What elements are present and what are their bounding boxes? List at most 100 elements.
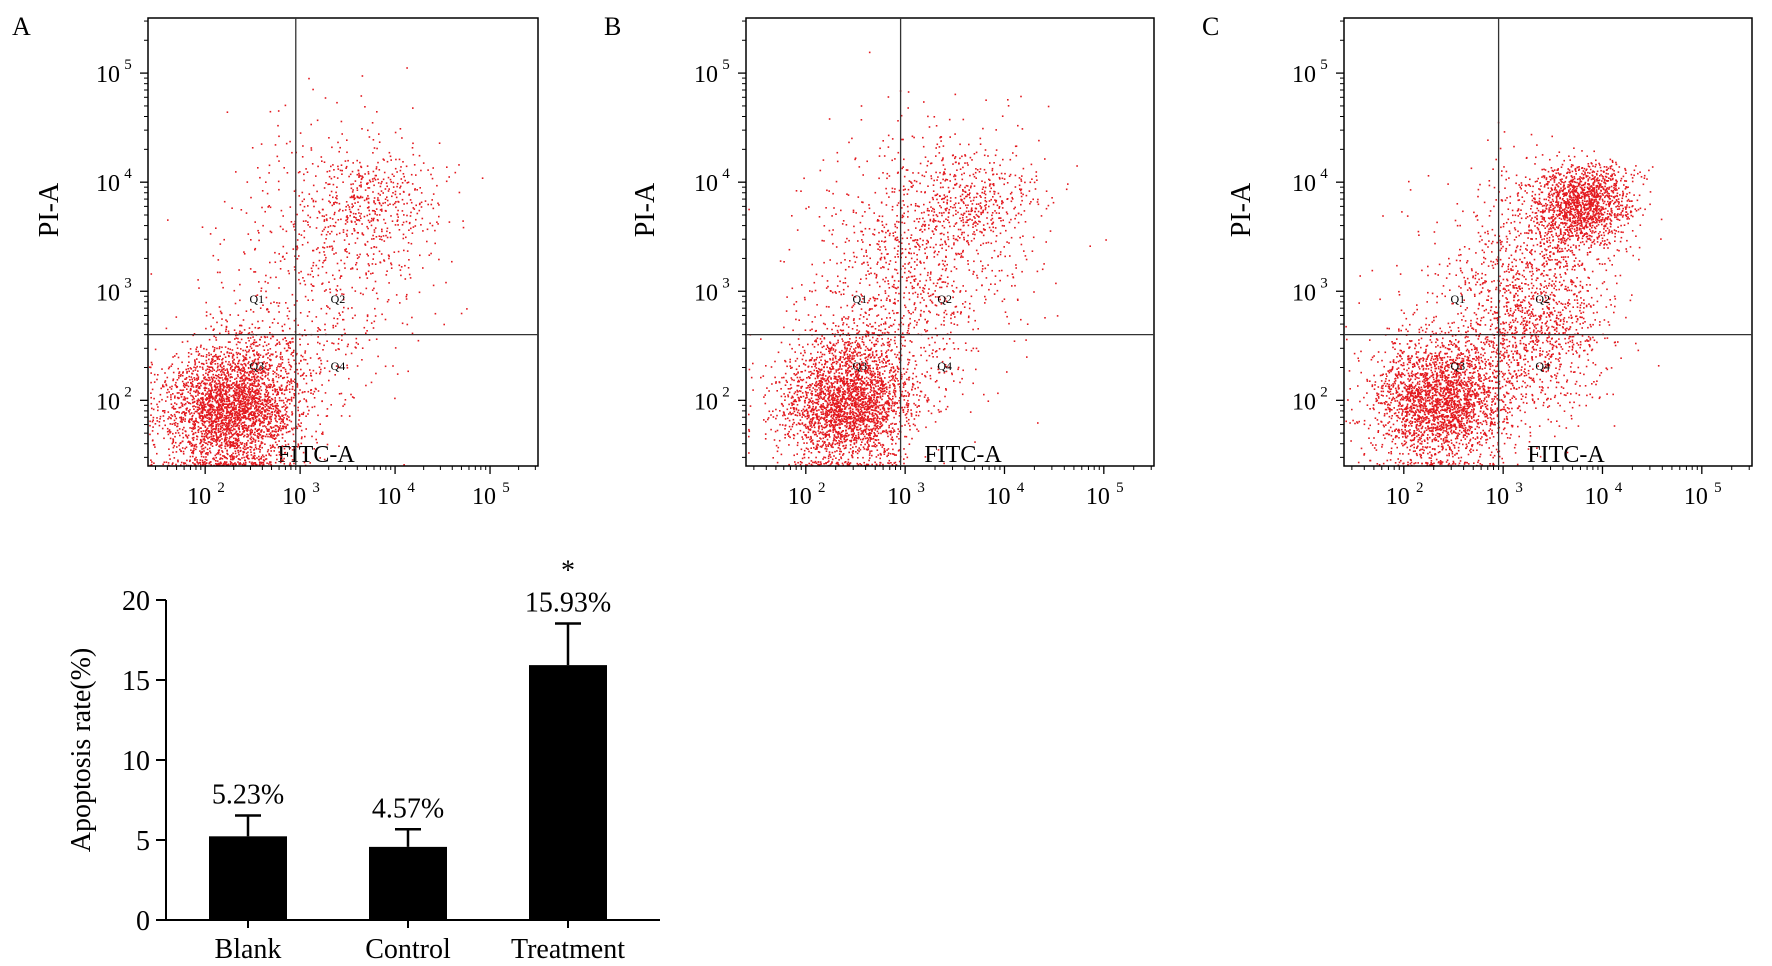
- scatter-point: [238, 439, 240, 442]
- scatter-point: [197, 370, 199, 372]
- scatter-point: [208, 338, 211, 341]
- scatter-point: [178, 374, 180, 377]
- scatter-point: [224, 378, 226, 380]
- scatter-point: [194, 362, 197, 364]
- scatter-point: [240, 388, 243, 391]
- scatter-point: [247, 447, 249, 449]
- scatter-point: [267, 392, 270, 395]
- scatter-point: [237, 432, 239, 435]
- scatter-point: [277, 405, 279, 407]
- scatter-point: [210, 415, 213, 418]
- scatter-point: [247, 435, 249, 438]
- scatter-point: [215, 433, 218, 435]
- scatter-point: [406, 250, 409, 252]
- scatter-point: [185, 446, 188, 449]
- scatter-point: [222, 424, 224, 427]
- scatter-point: [184, 447, 186, 450]
- scatter-point: [238, 421, 241, 423]
- x-tick-label: 10: [377, 484, 401, 510]
- scatter-point: [828, 436, 831, 438]
- scatter-point: [387, 204, 389, 207]
- scatter-point: [235, 383, 237, 386]
- scatter-point: [261, 320, 264, 322]
- scatter-point: [229, 442, 232, 445]
- scatter-point: [218, 412, 221, 414]
- scatter-point: [316, 217, 319, 219]
- x-tick-exponent: 4: [407, 480, 415, 496]
- scatter-point: [234, 450, 237, 452]
- scatter-point: [843, 351, 845, 354]
- scatter-point: [392, 181, 395, 184]
- scatter-point: [322, 246, 324, 249]
- scatter-point: [245, 443, 248, 445]
- scatter-point: [884, 322, 887, 325]
- scatter-point: [278, 311, 280, 313]
- scatter-point: [218, 393, 221, 395]
- scatter-point: [220, 351, 222, 353]
- scatter-point: [191, 443, 194, 446]
- scatter-point: [281, 392, 283, 394]
- scatter-point: [252, 361, 255, 364]
- scatter-point: [269, 206, 272, 209]
- scatter-point: [351, 286, 353, 289]
- scatter-point: [266, 395, 269, 397]
- scatter-point: [257, 400, 260, 403]
- scatter-point: [356, 196, 359, 199]
- scatter-point: [206, 414, 209, 417]
- scatter-point: [371, 209, 374, 212]
- scatter-point: [268, 430, 270, 432]
- scatter-point: [198, 416, 201, 418]
- scatter-point: [265, 388, 267, 391]
- scatter-point: [290, 341, 292, 343]
- scatter-point: [184, 414, 187, 417]
- scatter-point: [205, 456, 207, 458]
- scatter-point: [316, 353, 318, 355]
- scatter-point: [218, 398, 221, 401]
- scatter-point: [205, 442, 208, 445]
- scatter-point: [172, 356, 174, 358]
- scatter-point: [365, 384, 367, 387]
- scatter-point: [790, 407, 792, 409]
- scatter-point: [223, 238, 225, 241]
- scatter-point: [276, 425, 278, 427]
- scatter-point: [218, 380, 221, 382]
- scatter-point: [811, 390, 813, 393]
- scatter-point: [238, 413, 240, 416]
- scatter-point: [220, 447, 223, 449]
- scatter-point: [386, 227, 389, 230]
- scatter-point: [251, 440, 253, 443]
- scatter-point: [197, 406, 199, 408]
- x-tick-exponent: 5: [502, 480, 510, 496]
- scatter-point: [193, 398, 195, 400]
- scatter-point: [323, 367, 326, 369]
- scatter-point: [205, 372, 207, 375]
- scatter-point: [243, 462, 245, 464]
- scatter-point: [227, 341, 230, 343]
- scatter-point: [380, 208, 383, 211]
- flow-panel-b: B PI-A FITC-A 10 2 10 3 10 4 10 510 210 310 410 5 Q…: [604, 12, 1155, 510]
- scatter-point: [381, 230, 383, 233]
- scatter-point: [226, 377, 229, 380]
- scatter-point: [216, 366, 219, 369]
- scatter-point: [267, 400, 269, 402]
- scatter-point: [893, 454, 896, 456]
- scatter-point: [401, 224, 404, 226]
- scatter-point: [382, 202, 384, 205]
- scatter-point: [250, 428, 252, 431]
- scatter-point: [207, 373, 209, 376]
- scatter-point: [285, 142, 288, 145]
- scatter-point: [262, 362, 264, 365]
- scatter-point: [860, 411, 863, 413]
- scatter-point: [263, 431, 265, 433]
- scatter-point: [348, 377, 350, 380]
- scatter-point: [203, 420, 205, 423]
- scatter-point: [308, 193, 311, 195]
- scatter-point: [244, 358, 247, 361]
- scatter-point: [218, 404, 220, 407]
- scatter-point: [333, 253, 335, 255]
- scatter-point: [248, 332, 251, 334]
- scatter-point: [242, 453, 244, 456]
- scatter-point: [833, 377, 836, 380]
- scatter-point: [173, 413, 176, 416]
- scatter-point: [242, 319, 245, 321]
